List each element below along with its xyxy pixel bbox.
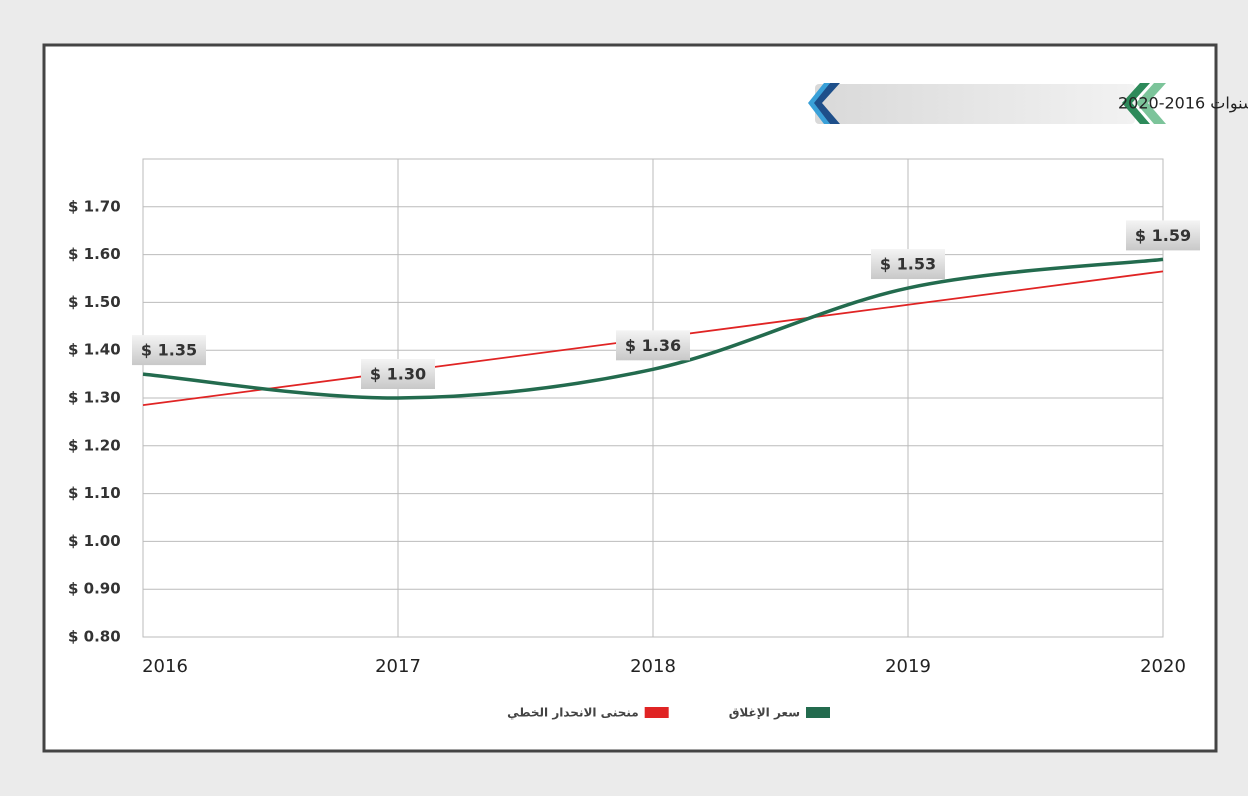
y-tick-label: $ 1.70 (68, 197, 121, 215)
legend-swatch (806, 707, 830, 718)
y-tick-label: $ 1.40 (68, 341, 121, 359)
x-tick-label: 2020 (1140, 656, 1186, 677)
data-label-box (361, 359, 435, 389)
data-label: $ 1.53 (880, 255, 936, 274)
y-tick-label: $ 0.90 (68, 580, 121, 598)
y-tick-label: $ 0.80 (68, 628, 121, 646)
legend-label: منحنى الانحدار الخطي (507, 706, 639, 720)
title-badge (808, 83, 1166, 124)
chart-title: أداء السهم خلال السنوات 2016-2020 (1118, 93, 1248, 114)
data-label-box (132, 335, 206, 366)
data-label-box (616, 330, 690, 361)
y-tick-label: $ 1.00 (68, 532, 121, 550)
data-label: $ 1.35 (141, 341, 197, 360)
y-tick-label: $ 1.10 (68, 484, 121, 502)
legend-swatch (644, 707, 669, 718)
data-label: $ 1.30 (370, 365, 426, 384)
x-tick-label: 2017 (375, 656, 421, 677)
data-label: $ 1.59 (1135, 226, 1191, 245)
y-tick-label: $ 1.60 (68, 245, 121, 263)
y-tick-label: $ 1.50 (68, 293, 121, 311)
legend-label: سعر الإغلاق (729, 706, 800, 720)
y-tick-label: $ 1.20 (68, 436, 121, 454)
x-tick-label: 2016 (142, 656, 188, 677)
series-line (142, 257, 1164, 400)
y-tick-label: $ 1.30 (68, 389, 121, 407)
data-label-box (871, 249, 945, 280)
x-tick-label: 2018 (630, 656, 676, 677)
x-tick-label: 2019 (885, 656, 931, 677)
data-label-box (1126, 220, 1200, 251)
data-label: $ 1.36 (625, 336, 681, 355)
